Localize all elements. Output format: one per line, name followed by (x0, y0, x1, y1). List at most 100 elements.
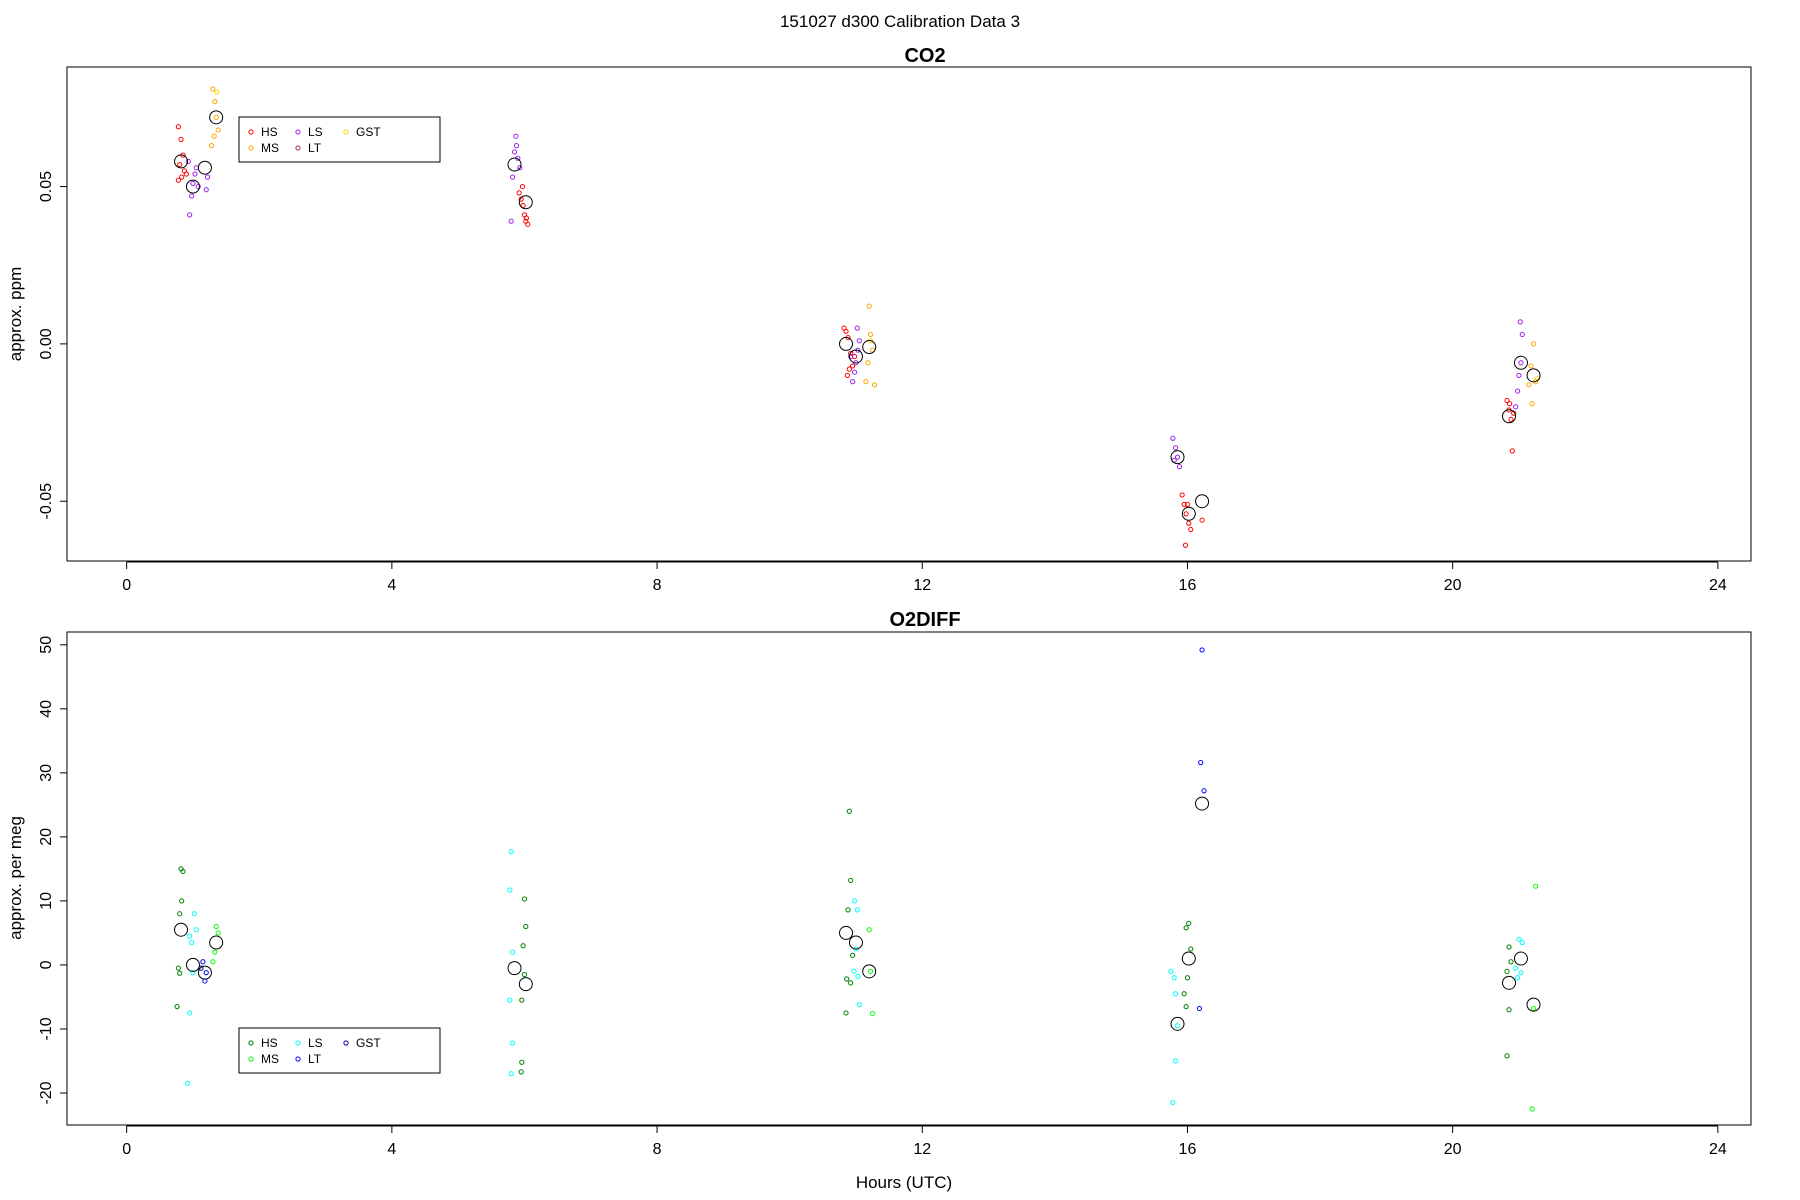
o2diff-point-ls (507, 887, 513, 893)
o2diff-point-ms (1532, 883, 1539, 889)
co2-point-ls (1517, 319, 1523, 325)
o2diff-point-hs (1508, 959, 1514, 965)
o2diff-point-hs (1181, 991, 1187, 997)
co2-point-hs (516, 190, 522, 196)
o2diff-point-hs (1183, 1003, 1189, 1010)
o2diff-point-ms (213, 923, 219, 930)
co2-x-tick-label: 20 (1444, 577, 1462, 594)
o2diff-mean-marker (1502, 975, 1517, 990)
co2-point-ls (1176, 464, 1183, 470)
o2diff-point-ls (507, 997, 513, 1003)
co2-point-ls (856, 338, 862, 344)
o2diff-x-tick-label: 8 (653, 1141, 662, 1158)
o2diff-point-ls (189, 939, 195, 946)
o2diff-x-tick-label: 0 (122, 1141, 131, 1158)
co2-y-tick-label: 0.05 (38, 171, 55, 202)
o2diff-legend: HS MS LS LT GST (238, 1027, 441, 1074)
co2-point-hs (844, 372, 850, 378)
co2-mean-marker (507, 157, 522, 172)
o2diff-points (174, 647, 1541, 1112)
co2-point-ms (212, 99, 218, 105)
o2diff-mean-marker (862, 964, 877, 979)
o2diff-point-hs (519, 997, 525, 1003)
o2diff-point-ls (1513, 965, 1519, 971)
o2diff-point-ls (1518, 970, 1524, 976)
o2diff-y-tick-label: 30 (38, 764, 55, 782)
co2-point-hs (1181, 501, 1187, 507)
o2diff-legend-marker (295, 1040, 301, 1046)
co2-y-tick-label: 0.00 (38, 328, 55, 359)
co2-x-tick-label: 8 (653, 577, 662, 594)
co2-plot-frame (66, 66, 1752, 562)
co2-point-ms (215, 127, 221, 133)
o2diff-point-ms (867, 968, 874, 974)
co2-point-ms (1528, 363, 1534, 369)
co2-x-tick-label: 24 (1709, 577, 1727, 594)
o2diff-point-hs (845, 907, 851, 913)
co2-point-ls (508, 218, 514, 224)
o2diff-mean-marker (1526, 997, 1541, 1012)
co2-point-hs (523, 215, 530, 221)
co2-point-ms (863, 379, 869, 385)
o2diff-point-hs (848, 980, 854, 986)
o2diff-point-ls (854, 907, 860, 913)
o2diff-point-hs (523, 923, 529, 930)
co2-point-hs (846, 366, 852, 372)
co2-point-ms (210, 86, 216, 92)
o2diff-point-ls (1174, 1023, 1181, 1029)
co2-point-ms (866, 303, 872, 309)
co2-point-ls (187, 212, 193, 218)
co2-points (174, 86, 1541, 548)
o2diff-point-lt (1198, 760, 1204, 766)
o2diff-point-lt (200, 959, 206, 965)
co2-point-ls (848, 353, 854, 360)
co2-point-ls (203, 187, 209, 193)
o2diff-point-hs (177, 911, 183, 917)
co2-legend-label: GST (356, 125, 381, 139)
co2-panel: CO2 approx. ppm 0 4 8 12 16 20 24 -0.05 0.00 0.05… (6, 45, 1752, 594)
co2-point-ls (509, 174, 516, 180)
o2diff-x-tick-label: 20 (1444, 1141, 1462, 1158)
co2-point-hs (179, 174, 185, 180)
co2-mean-marker (839, 336, 854, 351)
co2-point-ls (195, 183, 201, 190)
co2-legend-marker (248, 129, 254, 135)
o2diff-x-tick-label: 16 (1179, 1141, 1197, 1158)
o2diff-point-ls (508, 1071, 514, 1077)
o2diff-point-hs (520, 943, 526, 949)
o2diff-point-ls (187, 933, 193, 939)
o2diff-point-ls (193, 927, 199, 933)
o2diff-point-hs (1506, 944, 1512, 950)
o2diff-point-hs (521, 971, 528, 978)
co2-point-hs (519, 183, 526, 190)
co2-point-hs (850, 363, 856, 369)
co2-legend-label: MS (261, 141, 279, 155)
o2diff-point-ls (508, 849, 514, 855)
co2-mean-marker (185, 179, 200, 194)
co2-point-hs (1182, 542, 1189, 548)
o2diff-mean-marker (1170, 1016, 1185, 1031)
o2diff-x-tick-label: 12 (913, 1141, 931, 1158)
o2diff-point-ms (215, 930, 221, 936)
co2-mean-marker (1526, 368, 1541, 383)
o2diff-y-tick-label: 40 (38, 700, 55, 718)
co2-mean-marker (1513, 355, 1528, 370)
o2diff-point-ls (1172, 991, 1179, 997)
o2diff-point-ls (855, 973, 861, 980)
o2diff-mean-marker (197, 965, 212, 980)
o2diff-point-ls (1515, 975, 1521, 981)
o2diff-point-ls (1170, 1099, 1176, 1106)
co2-mean-marker (209, 110, 224, 125)
o2diff-point-lt (1201, 788, 1207, 794)
o2diff-point-ms (1530, 1005, 1537, 1012)
o2diff-legend-label: LT (308, 1052, 322, 1066)
o2diff-mean-marker (507, 961, 522, 976)
o2diff-point-hs (521, 896, 528, 902)
o2diff-point-ls (852, 898, 858, 904)
co2-mean-marker (1195, 494, 1210, 509)
co2-point-ms (208, 143, 215, 149)
co2-mean-marker (848, 349, 863, 364)
co2-x-tick-label: 0 (122, 577, 131, 594)
co2-point-ms (1529, 401, 1535, 407)
o2diff-mean-marker (518, 977, 533, 992)
